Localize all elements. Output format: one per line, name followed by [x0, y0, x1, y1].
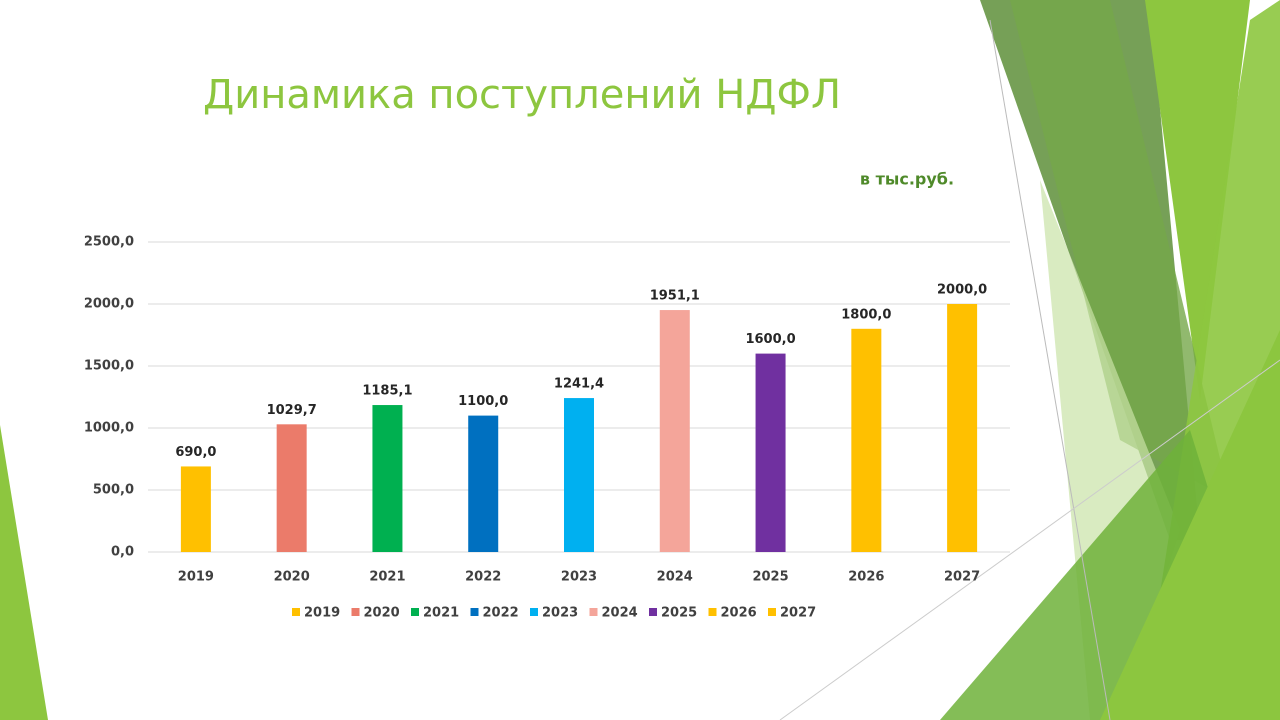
legend-swatch [530, 608, 538, 616]
chart-subtitle: в тыс.руб. [860, 170, 954, 189]
bar [180, 466, 211, 552]
bar [851, 328, 882, 552]
bar [755, 353, 786, 552]
x-tick-label: 2020 [274, 570, 310, 585]
legend-swatch [768, 608, 776, 616]
legend-swatch [470, 608, 479, 616]
data-label: 2000,0 [937, 283, 987, 298]
y-tick-label: 0,0 [111, 545, 134, 560]
data-label: 1100,0 [458, 394, 508, 409]
x-tick-label: 2022 [465, 570, 501, 585]
legend-label: 2025 [661, 606, 697, 621]
legend-swatch [708, 608, 717, 616]
y-tick-label: 2000,0 [84, 297, 134, 312]
x-tick-label: 2027 [944, 570, 980, 585]
data-label: 1600,0 [745, 332, 795, 347]
bar [947, 304, 978, 552]
legend-swatch [649, 608, 657, 616]
bar [372, 405, 403, 552]
y-tick-label: 1000,0 [84, 421, 134, 436]
data-label: 1800,0 [841, 307, 891, 322]
bar [468, 415, 499, 552]
x-tick-label: 2025 [752, 570, 788, 585]
x-tick-label: 2023 [561, 570, 597, 585]
data-label: 1951,1 [650, 289, 700, 304]
legend-label: 2027 [780, 606, 816, 621]
x-tick-label: 2024 [657, 570, 693, 585]
legend-label: 2021 [423, 606, 459, 621]
data-label: 1185,1 [362, 384, 412, 399]
bar [564, 398, 594, 552]
bar [276, 424, 307, 552]
x-tick-label: 2019 [178, 570, 214, 585]
legend-label: 2022 [483, 606, 519, 621]
chart-title: Динамика поступлений НДФЛ [203, 72, 841, 118]
y-tick-label: 500,0 [93, 483, 134, 498]
data-label: 1029,7 [267, 403, 317, 418]
plot: 0,0 500,0 1000,0 1500,0 2000,0 2500,0 2019 690,… [84, 235, 1010, 621]
bar [659, 310, 690, 552]
x-tick-label: 2026 [848, 570, 884, 585]
legend-label: 2023 [542, 606, 578, 621]
data-label: 1241,4 [554, 377, 604, 392]
y-tick-label: 1500,0 [84, 359, 134, 374]
legend-label: 2020 [364, 606, 400, 621]
x-tick-label: 2021 [369, 570, 405, 585]
legend-swatch [589, 608, 598, 616]
legend-label: 2024 [602, 606, 638, 621]
legend-label: 2026 [721, 606, 757, 621]
legend-swatch [292, 608, 300, 616]
legend-swatch [411, 608, 419, 616]
legend-swatch [351, 608, 360, 616]
y-tick-label: 2500,0 [84, 235, 134, 250]
legend-label: 2019 [304, 606, 340, 621]
data-label: 690,0 [175, 445, 216, 460]
